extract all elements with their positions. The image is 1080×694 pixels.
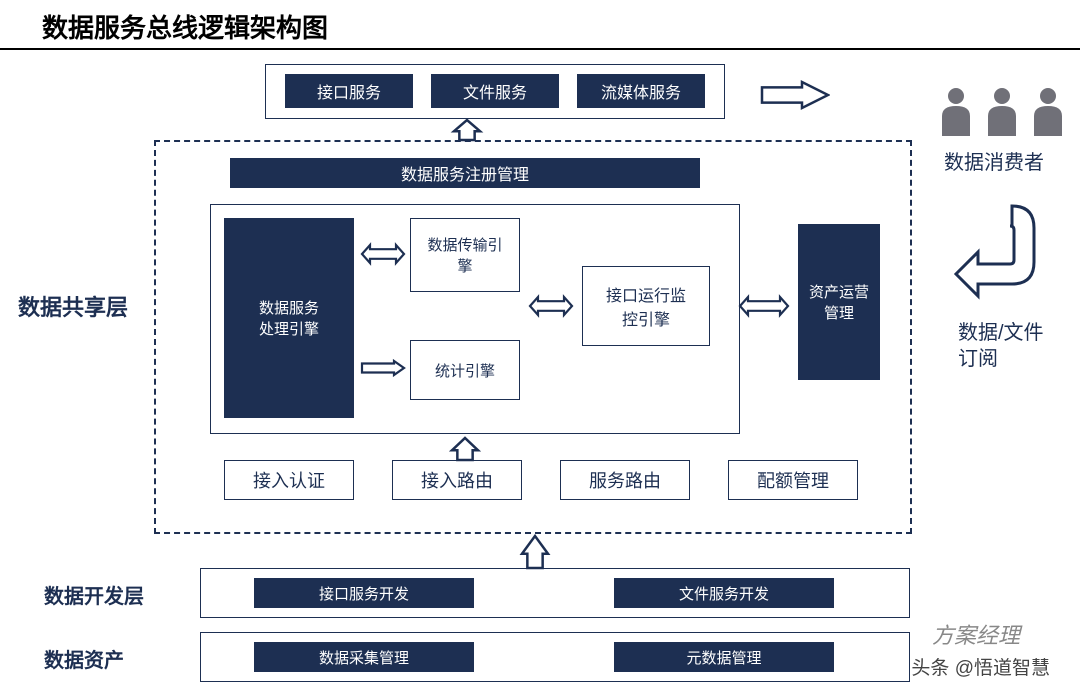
arrow-up-2-icon — [518, 534, 552, 570]
top-service-item: 文件服务 — [431, 74, 559, 108]
asset-mgmt-label: 资产运营 管理 — [809, 281, 869, 323]
registration-mgmt-box: 数据服务注册管理 — [230, 158, 700, 188]
curved-arrow-icon — [950, 200, 1040, 300]
double-arrow-1-icon — [360, 242, 406, 266]
arrow-right-icon — [360, 358, 406, 378]
double-arrow-2-icon — [528, 294, 574, 318]
layer-item: 元数据管理 — [614, 642, 834, 672]
top-service-item: 接口服务 — [285, 74, 413, 108]
double-arrow-3-icon — [738, 294, 790, 318]
stats-engine-box: 统计引擎 — [410, 340, 520, 400]
footer-brand: 方案经理 — [932, 618, 1020, 650]
title-underline — [0, 48, 1080, 50]
access-item: 配额管理 — [728, 460, 858, 500]
layer-item: 数据采集管理 — [254, 642, 474, 672]
arrow-up-3-icon — [448, 436, 482, 462]
person-icon — [938, 86, 974, 136]
processing-engine-box: 数据服务 处理引擎 — [224, 218, 354, 418]
access-item: 服务路由 — [560, 460, 690, 500]
dev-layer-row: 接口服务开发 文件服务开发 — [254, 578, 834, 608]
subscribe-label: 数据/文件 订阅 — [958, 320, 1044, 372]
label-share-layer: 数据共享层 — [18, 290, 128, 322]
label-dev-layer: 数据开发层 — [44, 580, 144, 609]
label-asset-layer: 数据资产 — [44, 644, 124, 673]
transfer-engine-box: 数据传输引 擎 — [410, 218, 520, 292]
access-item: 接入路由 — [392, 460, 522, 500]
consumer-label: 数据消费者 — [944, 150, 1044, 176]
top-service-item: 流媒体服务 — [577, 74, 705, 108]
asset-mgmt-box: 资产运营 管理 — [798, 224, 880, 380]
transfer-engine-label: 数据传输引 擎 — [427, 234, 502, 276]
monitor-engine-label: 接口运行监 控引擎 — [606, 282, 686, 330]
consumer-icons — [938, 86, 1066, 136]
footer-handle: 头条 @悟道智慧 — [911, 653, 1050, 680]
arrow-up-icon — [450, 118, 484, 142]
monitor-engine-box: 接口运行监 控引擎 — [582, 266, 710, 346]
arrow-top-right-icon — [760, 78, 830, 112]
page-title: 数据服务总线逻辑架构图 — [42, 8, 328, 45]
layer-item: 接口服务开发 — [254, 578, 474, 608]
layer-item: 文件服务开发 — [614, 578, 834, 608]
processing-engine-label: 数据服务 处理引擎 — [259, 297, 319, 339]
stats-engine-label: 统计引擎 — [435, 360, 495, 381]
person-icon — [984, 86, 1020, 136]
top-services-row: 接口服务文件服务流媒体服务 — [285, 74, 705, 108]
registration-mgmt-label: 数据服务注册管理 — [401, 161, 529, 185]
asset-layer-row: 数据采集管理 元数据管理 — [254, 642, 834, 672]
person-icon — [1030, 86, 1066, 136]
access-item: 接入认证 — [224, 460, 354, 500]
access-row: 接入认证接入路由服务路由配额管理 — [224, 460, 858, 500]
